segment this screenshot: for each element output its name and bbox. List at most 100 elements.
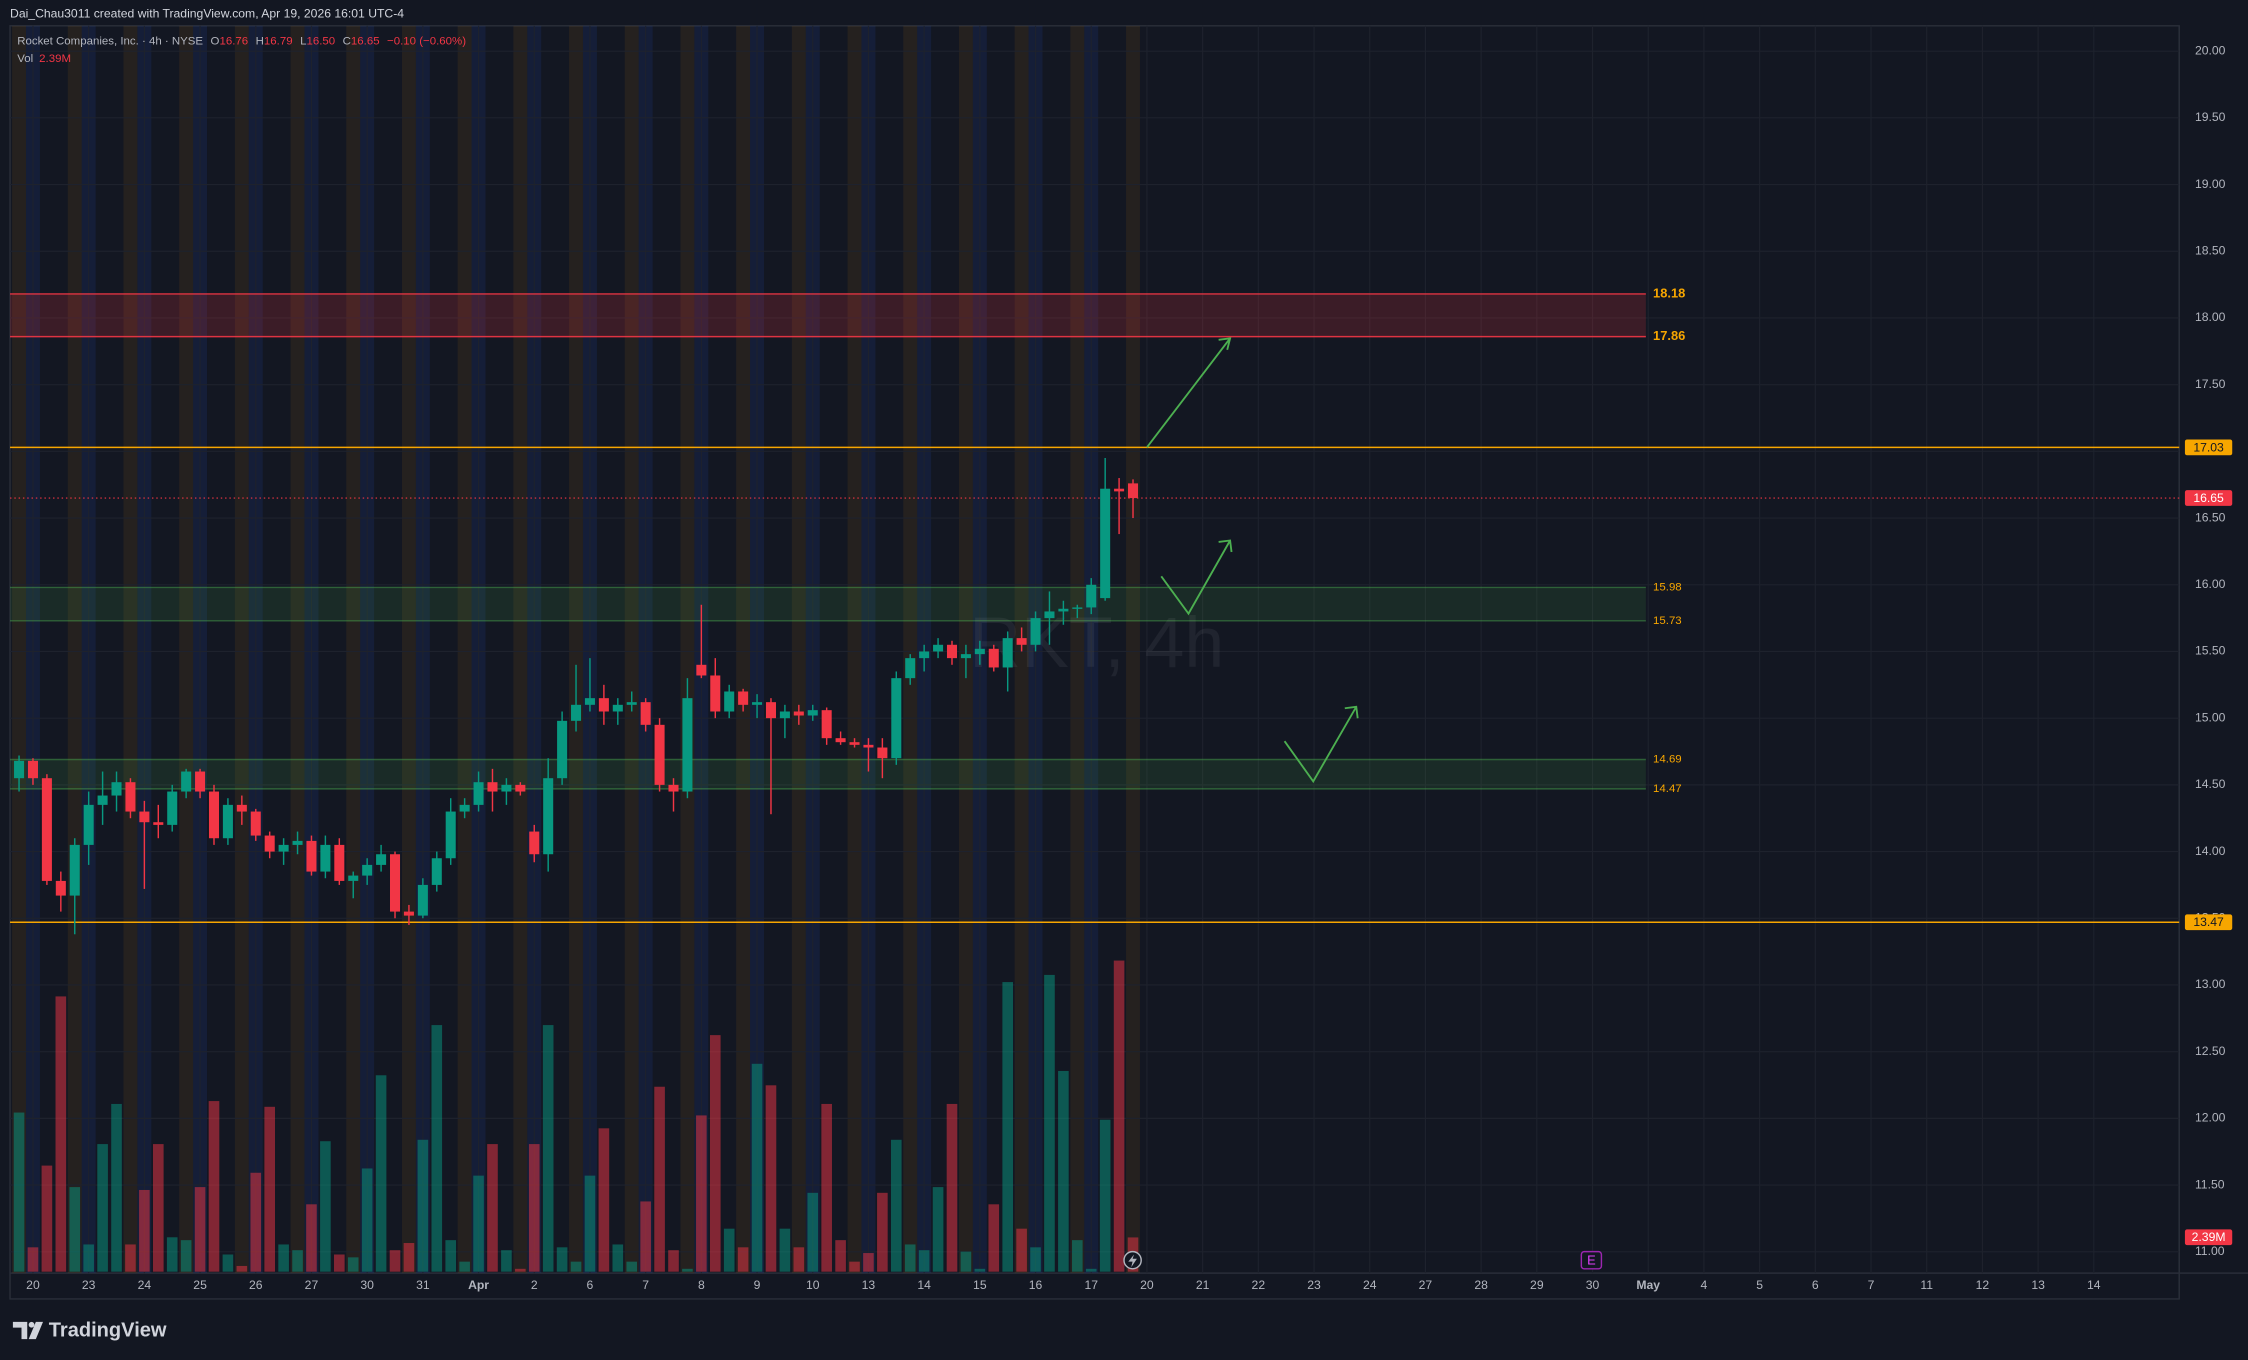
- candle-body: [222, 804, 233, 839]
- candle-body: [793, 711, 804, 716]
- volume-bar: [152, 1144, 164, 1272]
- afterhours-stripe: [1070, 25, 1085, 1274]
- volume-bar: [960, 1251, 972, 1272]
- volume-bar: [904, 1244, 916, 1272]
- volume-bar: [125, 1244, 136, 1272]
- candle-body: [1016, 638, 1027, 645]
- x-tick-label: 16: [1029, 1278, 1043, 1292]
- volume-bar: [918, 1250, 930, 1272]
- x-tick-label: 9: [754, 1278, 761, 1292]
- x-tick-label: 26: [249, 1278, 263, 1292]
- afterhours-stripe: [680, 25, 695, 1274]
- legend-low: 16.50: [306, 36, 335, 48]
- earnings-label: E: [1587, 1252, 1596, 1267]
- candle-body: [543, 778, 554, 855]
- x-tick-label: 30: [1586, 1278, 1600, 1292]
- volume-bar: [347, 1257, 359, 1272]
- volume-bar: [640, 1201, 651, 1272]
- candle-body: [195, 771, 206, 792]
- y-tick-label: 13.00: [2195, 977, 2226, 991]
- candle-body: [264, 835, 275, 852]
- x-tick-label: 31: [416, 1278, 430, 1292]
- candle-body: [1072, 607, 1083, 609]
- y-tick-label: 11.00: [2195, 1244, 2225, 1258]
- legend-vol-label: Vol: [17, 53, 33, 65]
- legend-c-label: C: [343, 36, 351, 48]
- y-tick-label: 19.50: [2195, 110, 2226, 124]
- candle-body: [111, 782, 122, 796]
- afterhours-stripe: [903, 25, 918, 1274]
- lightning-icon: [1128, 1254, 1137, 1268]
- x-tick-label: 13: [2031, 1278, 2045, 1292]
- afterhours-stripe: [67, 25, 82, 1274]
- afterhours-stripe: [12, 25, 27, 1274]
- earnings-marker[interactable]: [1580, 1250, 1603, 1270]
- legend-volume: Vol 2.39M: [17, 53, 71, 65]
- volume-bar: [306, 1204, 317, 1272]
- x-tick-label: 30: [360, 1278, 374, 1292]
- candle-body: [389, 854, 401, 912]
- afterhours-stripe: [234, 25, 249, 1274]
- afterhours-stripe: [179, 25, 194, 1274]
- volume-bar: [709, 1035, 721, 1272]
- volume-bar: [863, 1253, 874, 1272]
- y-tick-label: 19.00: [2195, 177, 2226, 191]
- volume-bar: [765, 1085, 777, 1272]
- volume-bar: [97, 1144, 108, 1272]
- volume-bar: [654, 1086, 665, 1272]
- candle-body: [292, 840, 303, 845]
- y-tick-label: 15.50: [2195, 644, 2226, 658]
- volume-bar: [1072, 1240, 1083, 1272]
- candle-body: [41, 778, 52, 881]
- volume-bar: [807, 1192, 819, 1272]
- volume-bar: [946, 1103, 958, 1272]
- volume-bar: [570, 1261, 582, 1272]
- afterhours-stripe: [346, 25, 361, 1274]
- volume-label: 2.39M: [2192, 1230, 2226, 1244]
- candle-body: [55, 880, 66, 896]
- x-tick-label: 24: [138, 1278, 152, 1292]
- candle-body: [598, 698, 609, 712]
- candle-body: [139, 811, 150, 823]
- x-tick-label: 20: [26, 1278, 40, 1292]
- volume-bar: [1030, 1247, 1041, 1272]
- candle-body: [1002, 638, 1013, 668]
- candle-body: [69, 844, 80, 896]
- candle-body: [557, 720, 568, 779]
- candle-body: [1058, 608, 1069, 612]
- volume-bar: [27, 1247, 39, 1272]
- volume-bar: [556, 1247, 568, 1272]
- volume-bar: [682, 1268, 693, 1272]
- x-tick-label: 10: [806, 1278, 820, 1292]
- candle-body: [807, 710, 818, 716]
- arrow-drawing: [1283, 706, 1358, 784]
- legend-close: 16.65: [351, 36, 380, 48]
- x-tick-label: 23: [1307, 1278, 1321, 1292]
- level-label: 17.03: [2193, 440, 2224, 454]
- candle-body: [167, 791, 178, 825]
- candle-body: [960, 654, 971, 659]
- volume-bar: [69, 1187, 81, 1272]
- candle-body: [334, 844, 345, 881]
- candle-body: [487, 782, 498, 792]
- candle-body: [682, 698, 693, 792]
- volume-bar: [696, 1115, 707, 1272]
- x-tick-label: 27: [305, 1278, 319, 1292]
- y-tick-label: 14.50: [2195, 777, 2226, 791]
- zone-low-label: 17.86: [1653, 328, 1685, 343]
- candle-body: [584, 698, 595, 705]
- candle-body: [27, 760, 38, 779]
- candle-body: [626, 702, 637, 705]
- y-tick-label: 15.00: [2195, 710, 2226, 724]
- candle-body: [863, 744, 874, 748]
- y-tick-label: 18.00: [2195, 310, 2226, 324]
- candle-body: [125, 782, 136, 812]
- volume-bar: [180, 1240, 192, 1272]
- volume-bar: [1099, 1119, 1111, 1272]
- candle-body: [153, 822, 164, 825]
- candle-body: [946, 644, 958, 659]
- candle-body: [891, 678, 902, 759]
- candle-body: [668, 784, 679, 792]
- y-tick-label: 12.50: [2195, 1044, 2226, 1058]
